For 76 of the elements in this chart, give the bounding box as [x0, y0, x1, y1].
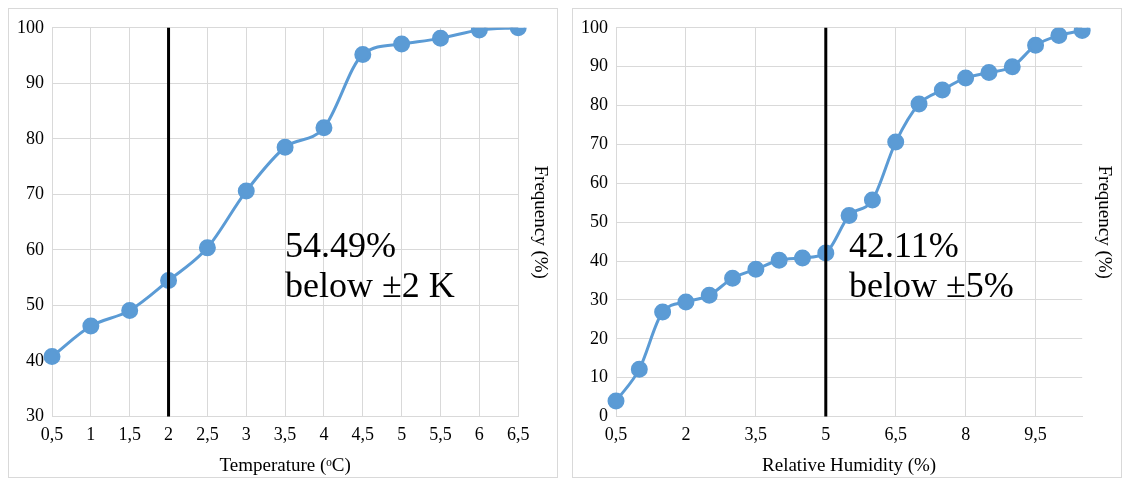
x-tick-label: 4 — [319, 424, 329, 445]
point — [630, 360, 648, 378]
annotation: below ±2 K — [285, 265, 455, 306]
x-tick-label: 4,5 — [351, 424, 375, 445]
x-tick-label: 0,5 — [40, 424, 64, 445]
point — [82, 317, 100, 335]
point — [910, 95, 928, 113]
point — [933, 81, 951, 99]
point — [121, 302, 139, 320]
x-axis-title: Temperature (ᵒC) — [219, 453, 351, 476]
point — [276, 138, 294, 156]
point — [677, 293, 695, 311]
point — [1050, 27, 1068, 45]
y-tick-label: 70 — [590, 133, 608, 154]
annotation: 54.49% — [285, 225, 397, 266]
x-tick-label: 6 — [474, 424, 484, 445]
x-tick-label: 2 — [681, 424, 691, 445]
x-tick-label: 5 — [397, 424, 407, 445]
annotation: 42.11% — [849, 225, 959, 266]
y-tick-label: 50 — [26, 294, 44, 315]
y-tick-label: 0 — [599, 405, 608, 426]
point — [957, 69, 975, 87]
y-tick-label: 80 — [590, 94, 608, 115]
y-tick-label: 100 — [17, 16, 44, 37]
y-tick-label: 90 — [26, 72, 44, 93]
point — [654, 303, 672, 321]
x-tick-label: 3,5 — [744, 424, 768, 445]
annotation: below ±5% — [849, 265, 1014, 306]
x-tick-label: 9,5 — [1024, 424, 1047, 445]
y-tick-label: 10 — [590, 366, 608, 387]
point — [980, 64, 998, 82]
point — [863, 191, 881, 209]
y-axis-title: Frequency (%) — [1093, 165, 1116, 279]
x-tick-label: 2,5 — [196, 424, 219, 445]
point — [315, 119, 333, 137]
y-tick-label: 20 — [590, 327, 608, 348]
y-tick-label: 60 — [26, 238, 44, 259]
y-tick-label: 40 — [590, 249, 608, 270]
point — [198, 239, 216, 257]
y-tick-label: 50 — [590, 210, 608, 231]
point — [1003, 58, 1021, 76]
y-tick-label: 90 — [590, 55, 608, 76]
x-tick-label: 0,5 — [604, 424, 628, 445]
y-tick-label: 70 — [26, 183, 44, 204]
point — [793, 249, 811, 267]
x-axis-title: Relative Humidity (%) — [762, 453, 937, 476]
y-tick-label: 80 — [26, 127, 44, 148]
point — [724, 269, 742, 287]
y-tick-label: 30 — [590, 288, 608, 309]
point — [840, 207, 858, 225]
point — [770, 251, 788, 269]
y-axis-title: Frequency (%) — [529, 165, 552, 279]
x-tick-label: 5,5 — [429, 424, 452, 445]
point — [237, 182, 255, 200]
x-tick-label: 8 — [961, 424, 971, 445]
x-tick-label: 3,5 — [273, 424, 297, 445]
x-tick-label: 3 — [241, 424, 251, 445]
x-tick-label: 6,5 — [506, 424, 530, 445]
point — [607, 392, 625, 410]
y-tick-label: 30 — [26, 405, 44, 426]
point — [354, 45, 372, 63]
point — [1027, 36, 1045, 54]
point — [747, 260, 765, 278]
point — [432, 29, 449, 47]
y-tick-label: 100 — [581, 16, 608, 37]
point — [700, 286, 718, 304]
point — [887, 133, 905, 151]
x-tick-label: 1 — [86, 424, 96, 445]
x-tick-label: 1,5 — [118, 424, 141, 445]
x-tick-label: 5 — [821, 424, 831, 445]
x-tick-label: 2 — [164, 424, 174, 445]
point — [393, 35, 411, 53]
x-tick-label: 6,5 — [884, 424, 907, 445]
y-tick-label: 40 — [26, 349, 44, 370]
y-tick-label: 60 — [590, 172, 608, 193]
point — [43, 348, 61, 366]
